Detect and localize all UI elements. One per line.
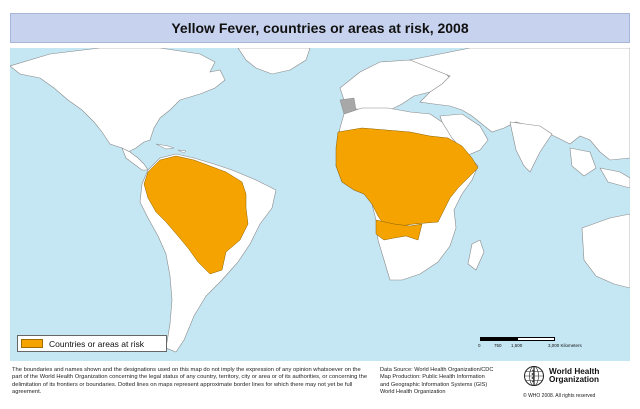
europe xyxy=(339,59,451,113)
who-logo: World Health Organization xyxy=(523,362,633,390)
map-legend: Countries or areas at risk xyxy=(17,335,167,352)
south-america-risk-area xyxy=(143,155,249,275)
north-america xyxy=(10,48,226,153)
scale-tick-0: 0 xyxy=(478,343,481,348)
who-emblem-icon xyxy=(524,366,544,386)
map-credits: Data Source: World Health Organization/C… xyxy=(380,367,520,397)
scale-bar-graphic xyxy=(480,337,555,341)
map-frame xyxy=(10,48,630,361)
scale-tick-750: 750 xyxy=(494,343,502,348)
copyright-text: © WHO 2008. All rights reserved xyxy=(523,393,596,399)
scale-tick-3000: 3,000 Kilometers xyxy=(548,343,582,348)
legend-label: Countries or areas at risk xyxy=(49,338,144,349)
india xyxy=(509,121,553,173)
asia xyxy=(408,48,630,161)
who-name: World Health Organization xyxy=(549,366,600,385)
western-sahara xyxy=(339,97,357,115)
data-source-text: Data Source: World Health Organization/C… xyxy=(380,367,494,373)
who-name-line-1: World Health xyxy=(549,366,600,376)
legend-swatch-risk xyxy=(21,339,43,348)
map-title: Yellow Fever, countries or areas at risk… xyxy=(171,20,469,36)
map-production-line-1: Map Production: Public Health Informatio… xyxy=(380,374,485,381)
africa-risk-area xyxy=(335,127,479,229)
scale-bar: 0 750 1,500 3,000 Kilometers xyxy=(478,333,628,353)
scale-tick-1500: 1,500 xyxy=(511,343,523,348)
who-name-line-2: Organization xyxy=(549,375,600,384)
south-east-asia xyxy=(569,147,630,189)
map-title-bar: Yellow Fever, countries or areas at risk… xyxy=(10,13,630,43)
disclaimer-text: The boundaries and names shown and the d… xyxy=(12,367,368,396)
caribbean xyxy=(155,143,187,154)
map-production-line-3: World Health Organization xyxy=(380,389,446,396)
madagascar xyxy=(467,239,485,271)
map-production-line-2: and Geographic Information Systems (GIS) xyxy=(380,381,488,388)
greenland xyxy=(237,48,311,75)
world-map xyxy=(10,48,630,361)
australia xyxy=(581,213,630,289)
africa-risk-area-south xyxy=(375,219,423,241)
